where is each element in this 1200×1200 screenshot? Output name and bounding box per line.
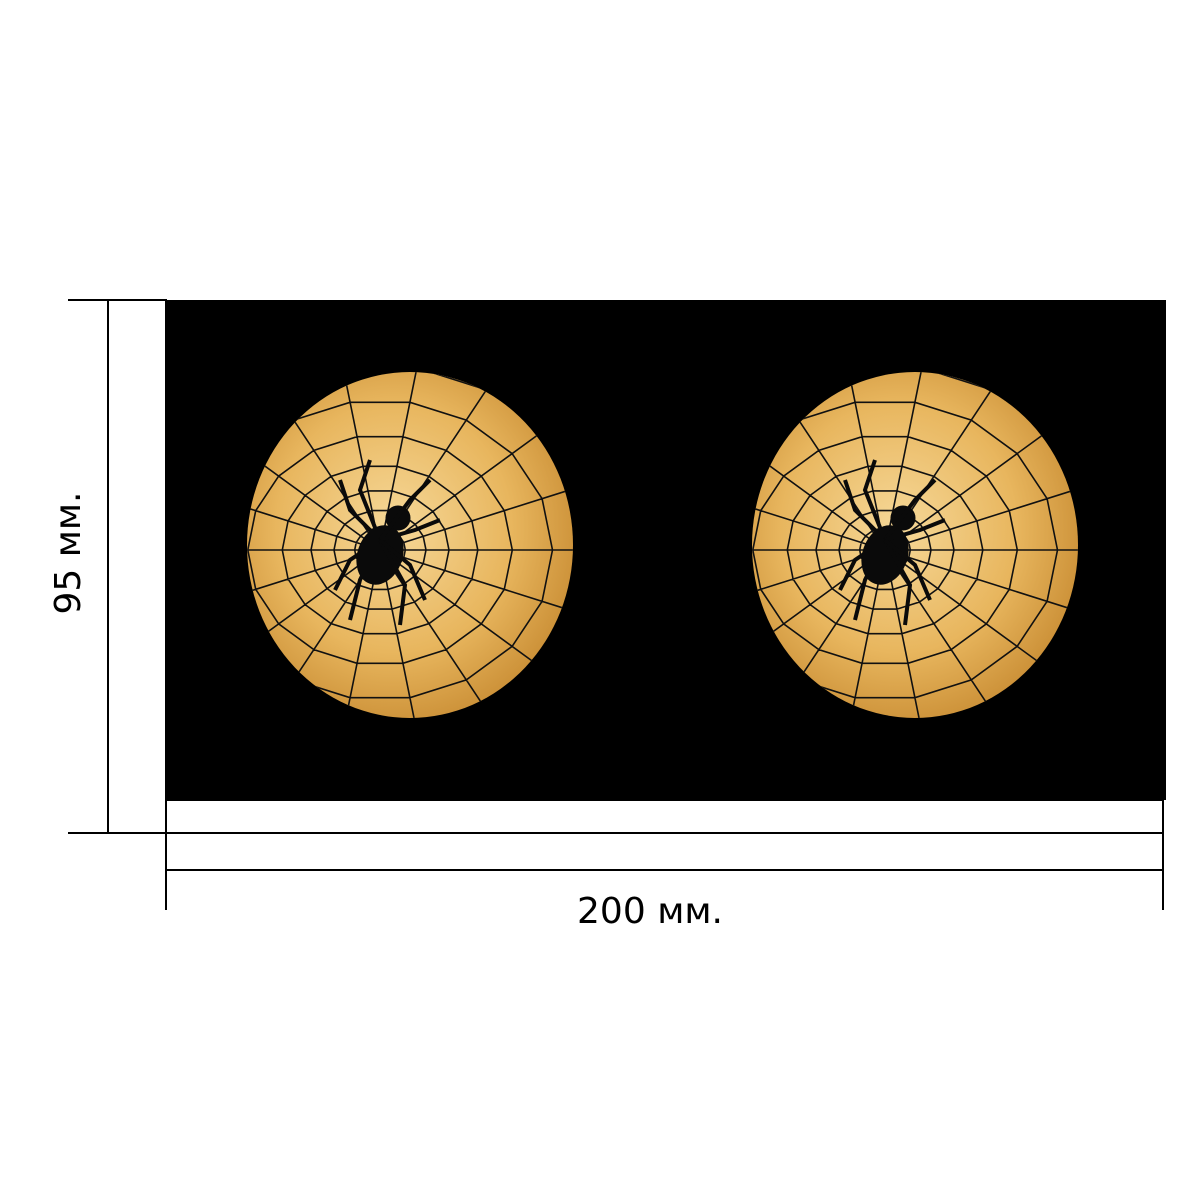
moon-with-web [752, 372, 1078, 718]
width-guide [165, 799, 1164, 834]
spider-leg [379, 518, 441, 542]
spider-leg [843, 479, 887, 542]
spider [838, 459, 946, 626]
height-label: 95 мм. [48, 491, 89, 614]
spider [333, 459, 441, 626]
spider-leg [378, 539, 408, 626]
spider-leg [348, 539, 382, 621]
spider-leg [838, 538, 887, 591]
width-label: 200 мм. [577, 891, 723, 932]
spider-leg [357, 459, 382, 541]
spider-leg [338, 479, 382, 542]
moon-with-web [247, 372, 573, 718]
spider-leg [883, 478, 937, 542]
spider-leg [883, 538, 932, 601]
spider-leg [883, 539, 913, 626]
spider-leg [884, 518, 946, 542]
spider-leg [853, 539, 887, 621]
spider-web [752, 372, 1078, 718]
spider-leg [862, 459, 887, 541]
artwork [247, 372, 1078, 718]
spider-web [247, 372, 573, 718]
spider-leg [378, 538, 427, 601]
spider-leg [378, 478, 432, 542]
spider-leg [333, 538, 382, 591]
